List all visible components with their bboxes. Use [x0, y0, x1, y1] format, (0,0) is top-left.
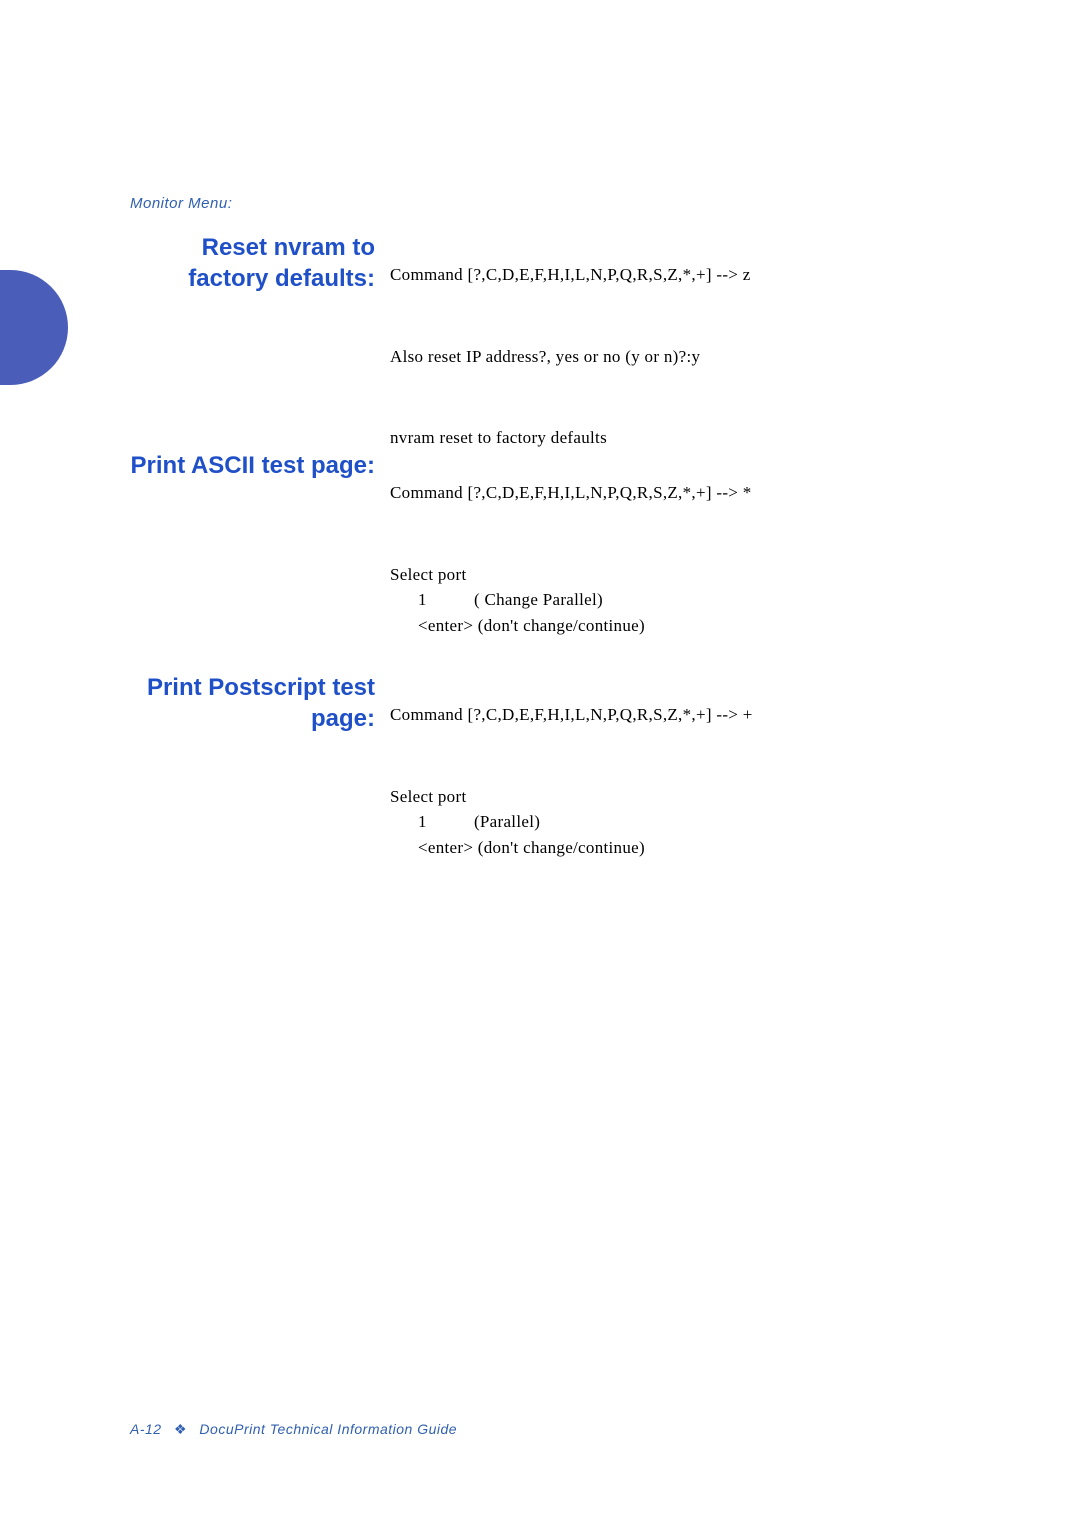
port-option: 1 (Parallel): [390, 809, 753, 835]
section-content-postscript: Command [?,C,D,E,F,H,I,L,N,P,Q,R,S,Z,*,+…: [390, 702, 753, 860]
enter-option: <enter> (don't change/continue): [390, 613, 752, 639]
enter-option: <enter> (don't change/continue): [390, 835, 753, 861]
heading-text: factory defaults:: [188, 265, 375, 292]
section-ascii-test: Print ASCII test page: Command [?,C,D,E,…: [130, 450, 950, 481]
heading-text: Reset nvram to: [202, 234, 375, 261]
header-label: Monitor Menu:: [130, 195, 232, 212]
option-text: ( Change Parallel): [474, 590, 603, 609]
option-text: (Parallel): [474, 812, 540, 831]
section-heading-reset: Reset nvram to factory defaults:: [130, 232, 375, 294]
footer-bullet-icon: ❖: [174, 1421, 187, 1437]
page-number: A-12: [130, 1421, 162, 1437]
heading-text: Print Postscript test: [147, 674, 375, 701]
prompt-line: Also reset IP address?, yes or no (y or …: [390, 344, 751, 370]
select-label: Select port: [390, 784, 753, 810]
thumb-tab: [0, 270, 68, 385]
heading-text: page:: [311, 705, 375, 732]
page-footer: A-12 ❖ DocuPrint Technical Information G…: [130, 1421, 457, 1438]
option-number: 1: [418, 812, 427, 831]
select-label: Select port: [390, 562, 752, 588]
result-line: nvram reset to factory defaults: [390, 425, 751, 451]
section-postscript-test: Print Postscript test page: Command [?,C…: [130, 672, 950, 734]
section-content-reset: Command [?,C,D,E,F,H,I,L,N,P,Q,R,S,Z,*,+…: [390, 262, 751, 451]
section-heading-postscript: Print Postscript test page:: [130, 672, 375, 734]
footer-title: DocuPrint Technical Information Guide: [199, 1421, 457, 1437]
section-content-ascii: Command [?,C,D,E,F,H,I,L,N,P,Q,R,S,Z,*,+…: [390, 480, 752, 638]
option-number: 1: [418, 590, 427, 609]
command-line: Command [?,C,D,E,F,H,I,L,N,P,Q,R,S,Z,*,+…: [390, 262, 751, 288]
command-line: Command [?,C,D,E,F,H,I,L,N,P,Q,R,S,Z,*,+…: [390, 480, 752, 506]
heading-text: Print ASCII test page:: [131, 452, 375, 479]
command-line: Command [?,C,D,E,F,H,I,L,N,P,Q,R,S,Z,*,+…: [390, 702, 753, 728]
section-heading-ascii: Print ASCII test page:: [130, 450, 375, 481]
section-reset-nvram: Reset nvram to factory defaults: Command…: [130, 232, 950, 294]
port-option: 1 ( Change Parallel): [390, 587, 752, 613]
